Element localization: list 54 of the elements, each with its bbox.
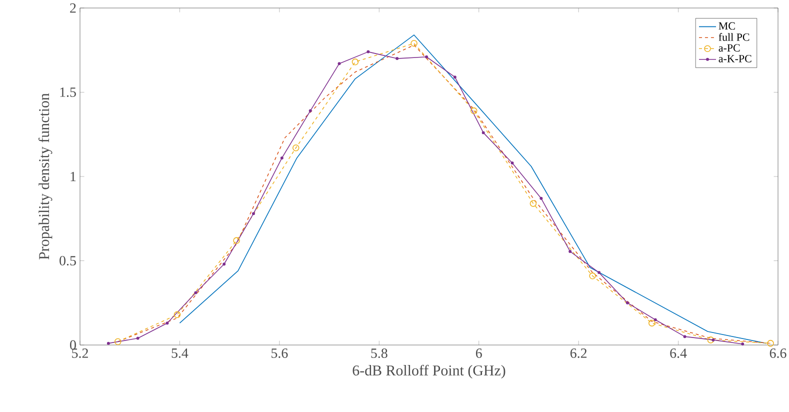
point	[174, 311, 181, 318]
y-tick-label: 1	[70, 172, 76, 182]
point	[396, 57, 399, 60]
legend-label: a-PC	[718, 44, 740, 52]
point	[598, 271, 601, 274]
point	[425, 55, 428, 58]
point	[707, 336, 714, 344]
x-tick-label: 6.2	[570, 348, 587, 358]
point	[136, 336, 140, 340]
x-tick-label: 5.4	[172, 348, 188, 358]
point	[233, 237, 240, 244]
x-tick-label: 5.6	[272, 348, 288, 358]
x-tick-label: 6	[476, 348, 482, 358]
point	[540, 196, 543, 200]
point	[648, 320, 656, 326]
y-tick-label: 0	[70, 340, 76, 350]
point	[166, 322, 169, 325]
point	[589, 272, 596, 280]
point	[338, 62, 341, 66]
point	[280, 156, 284, 160]
legend-label: MC	[718, 22, 735, 30]
point	[626, 301, 629, 304]
point	[767, 340, 774, 347]
point	[114, 338, 122, 346]
y-tick-label: 0.5	[60, 256, 76, 266]
point	[568, 250, 572, 253]
point	[222, 262, 226, 266]
y-tick-label: 1.5	[60, 88, 76, 97]
point	[654, 318, 657, 322]
point	[252, 212, 255, 216]
point	[453, 76, 456, 79]
point	[683, 335, 686, 338]
x-axis-title: 6-dB Rolloff Point (GHz)	[352, 364, 506, 379]
y-tick-label: 2	[70, 3, 76, 13]
x-tick-label: 6.6	[770, 348, 786, 358]
point	[366, 50, 370, 54]
point	[292, 144, 300, 152]
legend-label: full PC	[718, 33, 750, 41]
point	[194, 291, 198, 294]
x-tick-label: 5.2	[72, 348, 88, 358]
point	[410, 40, 418, 47]
point	[712, 338, 715, 342]
point	[741, 342, 744, 346]
point	[470, 107, 478, 114]
point	[352, 58, 359, 66]
point	[510, 162, 514, 165]
y-axis-title: Propability density function	[38, 93, 52, 260]
x-tick-label: 5.8	[371, 348, 388, 358]
legend-label: a-K-PC	[718, 54, 752, 62]
point	[106, 342, 110, 345]
x-tick-label: 6.4	[670, 348, 687, 358]
point	[308, 109, 312, 112]
point	[530, 200, 537, 207]
point	[482, 131, 485, 134]
